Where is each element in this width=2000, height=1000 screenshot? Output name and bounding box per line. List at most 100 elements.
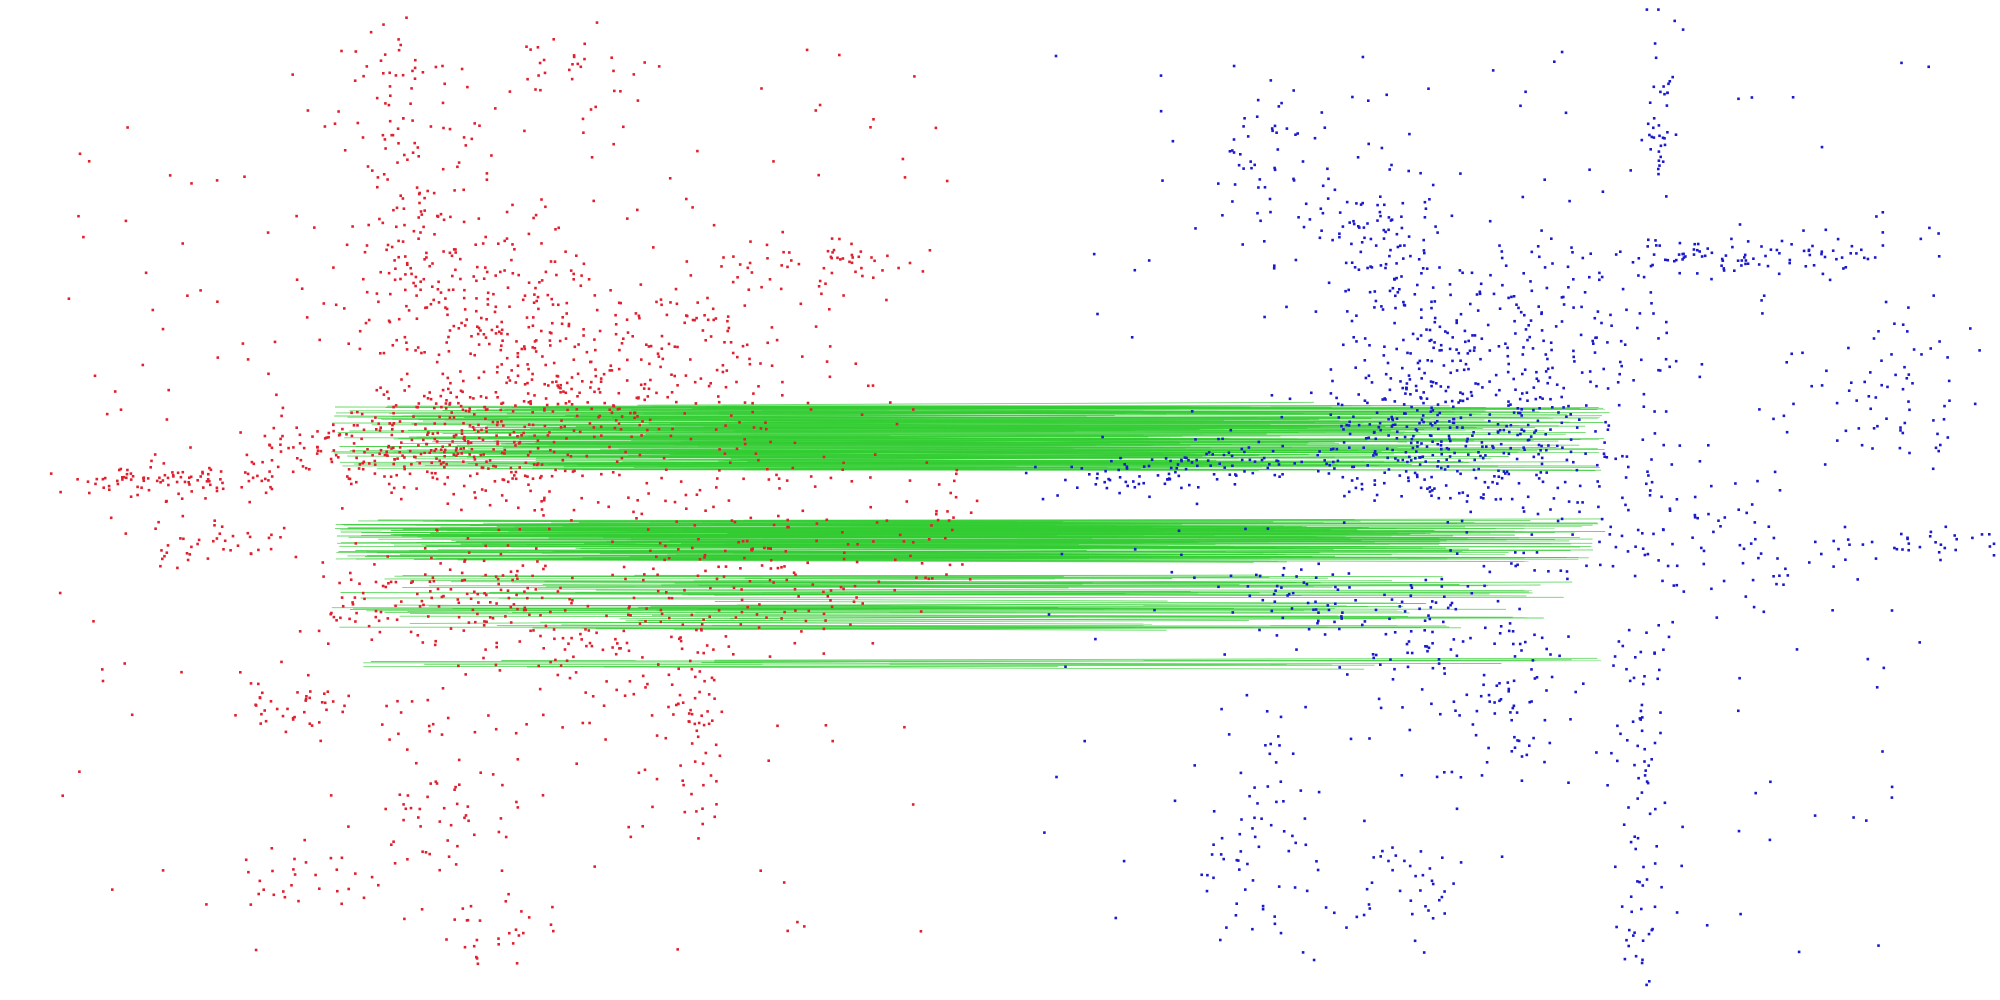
- source-point: [441, 167, 445, 171]
- source-point: [347, 342, 350, 345]
- source-point: [443, 451, 446, 454]
- target-point: [1652, 117, 1656, 120]
- target-point: [1395, 232, 1399, 236]
- source-point: [599, 377, 603, 380]
- source-point: [842, 461, 845, 465]
- target-point: [1511, 706, 1515, 710]
- target-point: [1369, 237, 1373, 241]
- target-point: [1918, 641, 1921, 644]
- source-point: [460, 571, 464, 575]
- target-point: [1612, 664, 1615, 667]
- source-point: [627, 496, 630, 499]
- source-point: [619, 301, 622, 305]
- source-point: [511, 477, 514, 480]
- source-point: [509, 466, 513, 470]
- source-point: [679, 636, 682, 639]
- source-point: [484, 417, 487, 421]
- target-point: [1642, 392, 1646, 396]
- target-point: [1429, 606, 1433, 609]
- source-point: [945, 179, 949, 183]
- target-point: [1393, 631, 1397, 634]
- source-point: [441, 101, 445, 105]
- target-point: [1265, 710, 1269, 713]
- source-point: [813, 485, 817, 488]
- source-point: [410, 700, 414, 703]
- target-point: [1403, 859, 1406, 863]
- source-point: [506, 480, 510, 484]
- source-point: [533, 293, 536, 296]
- source-point: [860, 266, 863, 270]
- source-point: [421, 71, 425, 74]
- source-point: [88, 491, 91, 495]
- target-point: [1752, 257, 1755, 260]
- source-point: [111, 888, 114, 891]
- source-point: [567, 642, 570, 645]
- source-point: [690, 613, 694, 617]
- target-point: [1393, 423, 1397, 426]
- source-point: [357, 467, 361, 470]
- target-point: [1126, 484, 1129, 488]
- source-point: [403, 223, 406, 227]
- source-point: [387, 271, 391, 275]
- target-point: [1382, 354, 1386, 357]
- source-point: [797, 595, 800, 598]
- source-point: [738, 263, 742, 266]
- correspondence-line: [434, 438, 1457, 443]
- source-point: [488, 459, 492, 462]
- source-point: [391, 133, 395, 137]
- source-point: [540, 329, 543, 333]
- target-point: [1274, 589, 1277, 592]
- target-point: [1918, 545, 1922, 549]
- source-point: [817, 173, 820, 177]
- target-point: [1246, 862, 1249, 866]
- source-point: [482, 370, 486, 374]
- target-point: [1491, 480, 1494, 484]
- source-point: [270, 446, 274, 450]
- source-point: [928, 249, 932, 252]
- source-point: [529, 629, 532, 633]
- source-point: [494, 391, 498, 394]
- source-point: [660, 347, 664, 350]
- source-point: [595, 631, 598, 635]
- target-point: [1473, 346, 1476, 349]
- target-point: [1759, 552, 1763, 555]
- target-point: [1649, 291, 1653, 294]
- target-point: [1244, 888, 1247, 891]
- source-point: [298, 630, 302, 633]
- target-point: [1147, 464, 1151, 468]
- target-point: [1707, 512, 1710, 516]
- target-point: [1603, 455, 1606, 458]
- correspondence-line: [552, 462, 1411, 464]
- target-point: [1579, 333, 1583, 337]
- target-point: [1625, 938, 1628, 942]
- source-point: [219, 478, 222, 481]
- target-point: [1509, 711, 1512, 714]
- source-point: [557, 226, 560, 230]
- source-point: [459, 389, 463, 393]
- source-point: [693, 696, 697, 700]
- target-point: [1255, 115, 1259, 118]
- correspondence-line: [487, 429, 1135, 432]
- source-point: [485, 318, 488, 321]
- source-point: [677, 667, 680, 671]
- target-point: [1808, 253, 1812, 257]
- source-point: [418, 605, 422, 608]
- source-point: [968, 578, 972, 581]
- target-point: [1268, 752, 1272, 756]
- source-point: [327, 436, 330, 439]
- source-point: [428, 451, 431, 454]
- source-point: [850, 253, 854, 257]
- target-point: [1682, 256, 1686, 259]
- target-point: [1459, 359, 1462, 362]
- source-point: [403, 456, 406, 459]
- target-point: [1627, 806, 1630, 809]
- source-point: [532, 463, 536, 466]
- target-point: [1847, 346, 1850, 350]
- source-point: [213, 524, 216, 527]
- source-point: [463, 435, 466, 439]
- source-point: [527, 367, 530, 371]
- source-point: [197, 538, 201, 542]
- source-point: [374, 609, 378, 613]
- target-point: [1775, 248, 1779, 252]
- target-point: [1280, 415, 1284, 419]
